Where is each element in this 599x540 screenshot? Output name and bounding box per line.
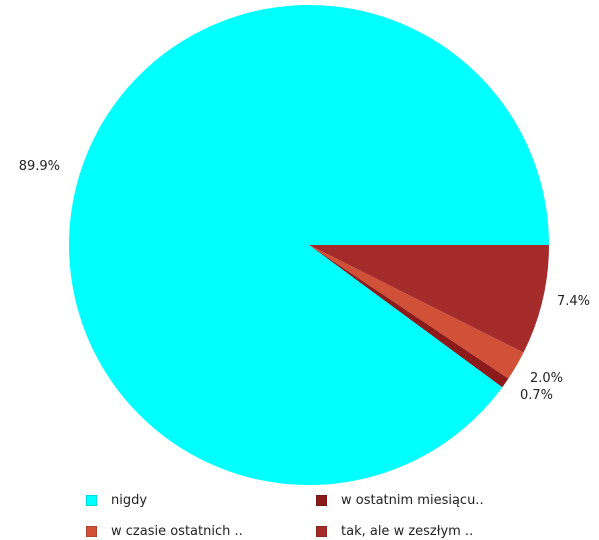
slice-value-label-0: 89.9% (19, 159, 60, 174)
legend-item-w-czasie-ostatnich: w czasie ostatnich .. (86, 522, 243, 540)
legend-swatch (316, 525, 327, 537)
legend-label: tak, ale w zeszłym .. (341, 523, 474, 539)
legend-label: nigdy (111, 492, 148, 508)
slice-value-label-2: 2.0% (530, 371, 563, 386)
pie-slice-2 (309, 245, 524, 379)
legend-swatch (86, 525, 97, 537)
pie-slice-3 (309, 245, 549, 353)
pie-slice-0 (69, 5, 549, 486)
legend-item-w-ostatnim-miesiacu: w ostatnim miesiącu.. (316, 491, 484, 509)
legend-item-nigdy: nigdy (86, 491, 147, 509)
legend-item-tak-ale-w-zeszlym: tak, ale w zeszłym .. (316, 522, 473, 540)
pie-slices (69, 5, 549, 486)
legend-swatch (316, 494, 327, 506)
legend-swatch (86, 494, 97, 506)
legend-label: w czasie ostatnich .. (111, 523, 243, 539)
pie-slice-1 (309, 245, 509, 388)
slice-value-label-3: 7.4% (557, 294, 590, 309)
pie-value-labels: 7.4% 2.0% 0.7% 89.9% (19, 159, 590, 403)
slice-value-label-1: 0.7% (520, 388, 553, 403)
legend-label: w ostatnim miesiącu.. (341, 492, 484, 508)
